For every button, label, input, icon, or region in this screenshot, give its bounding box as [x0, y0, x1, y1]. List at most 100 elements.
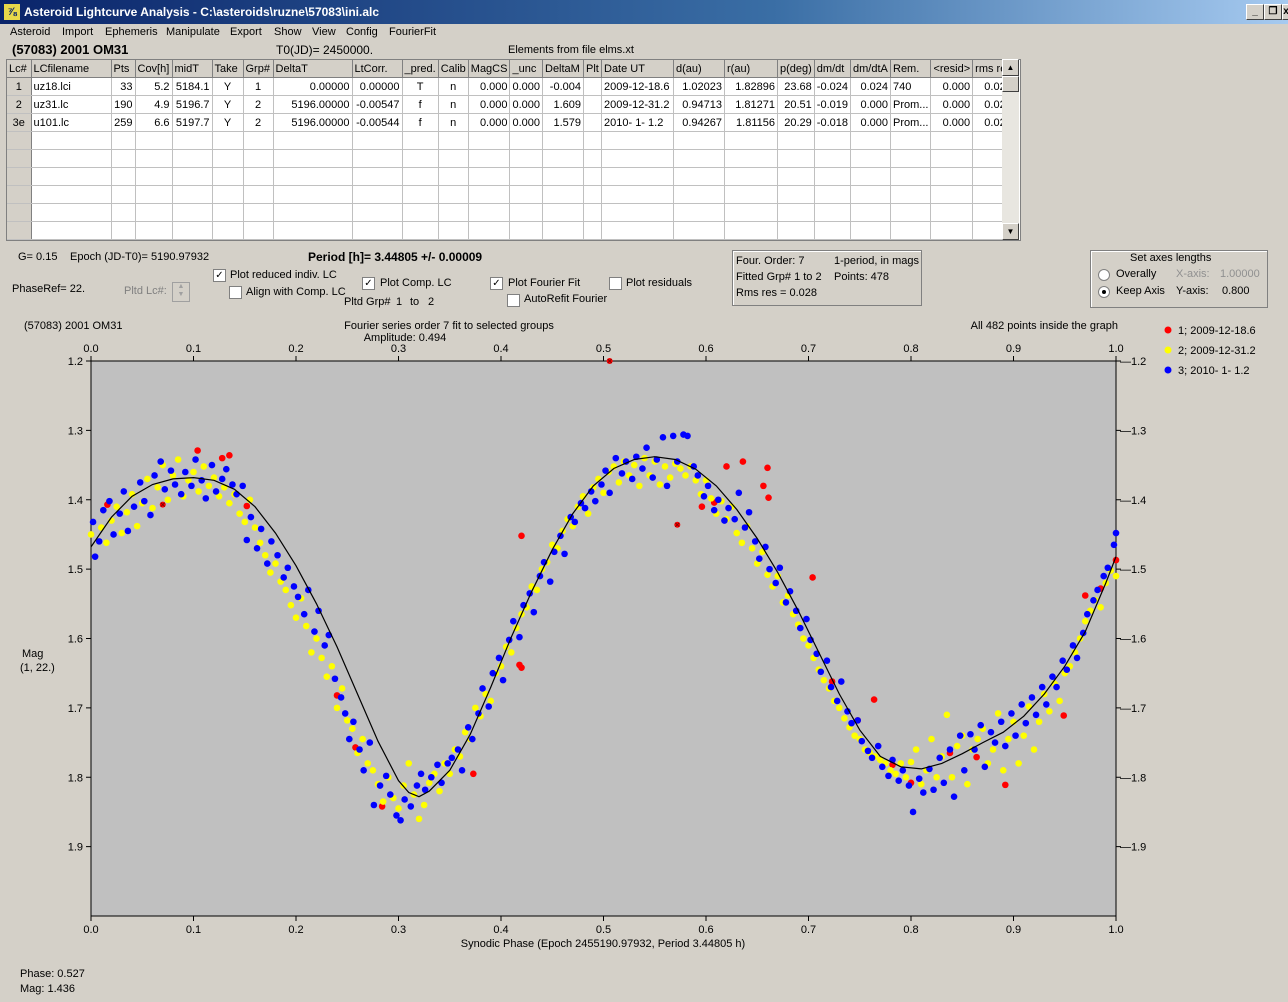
table-cell[interactable]: [777, 221, 815, 240]
table-cell[interactable]: [111, 203, 136, 222]
table-cell[interactable]: [402, 149, 439, 168]
table-cell[interactable]: 0.000: [930, 95, 974, 114]
table-cell[interactable]: [583, 221, 602, 240]
table-cell[interactable]: [583, 131, 602, 150]
table-cell[interactable]: [850, 167, 891, 186]
table-cell[interactable]: [583, 95, 602, 114]
restore-button[interactable]: ❐: [1264, 4, 1282, 20]
table-cell[interactable]: [212, 167, 244, 186]
plot-comp-checkbox[interactable]: ✓: [362, 277, 375, 290]
table-cell[interactable]: [542, 167, 584, 186]
table-cell[interactable]: [111, 221, 136, 240]
table-cell[interactable]: 0.00000: [352, 77, 403, 96]
table-cell[interactable]: [509, 185, 543, 204]
table-cell[interactable]: 0.000: [850, 113, 891, 132]
table-cell[interactable]: [601, 221, 674, 240]
keep-axis-radio[interactable]: [1098, 286, 1110, 298]
table-cell[interactable]: [890, 131, 932, 150]
column-header[interactable]: Pts: [111, 60, 136, 78]
table-cell[interactable]: [273, 131, 353, 150]
column-header[interactable]: dm/dt: [814, 60, 852, 78]
table-cell[interactable]: [352, 167, 403, 186]
row-header[interactable]: 3e: [7, 113, 32, 132]
table-cell[interactable]: 20.51: [777, 95, 815, 114]
table-cell[interactable]: [135, 167, 173, 186]
table-cell[interactable]: [673, 131, 725, 150]
table-cell[interactable]: -0.00544: [352, 113, 403, 132]
column-header[interactable]: p(deg): [777, 60, 815, 78]
table-cell[interactable]: [890, 203, 932, 222]
pltd-lc-spinner[interactable]: ▲ ▼: [172, 282, 190, 302]
table-cell[interactable]: [583, 185, 602, 204]
table-cell[interactable]: 2009-12-31.2: [601, 95, 674, 114]
table-cell[interactable]: 5197.7: [172, 113, 213, 132]
menu-view[interactable]: View: [312, 26, 336, 38]
table-cell[interactable]: -0.018: [814, 113, 852, 132]
column-header[interactable]: Rem.: [890, 60, 932, 78]
table-cell[interactable]: [172, 131, 213, 150]
table-cell[interactable]: [930, 221, 974, 240]
table-cell[interactable]: 20.29: [777, 113, 815, 132]
table-cell[interactable]: [509, 203, 543, 222]
table-cell[interactable]: [273, 203, 353, 222]
column-header[interactable]: LCfilename: [31, 60, 112, 78]
table-cell[interactable]: [509, 167, 543, 186]
table-cell[interactable]: [172, 149, 213, 168]
align-comp-checkbox[interactable]: [229, 286, 242, 299]
table-cell[interactable]: 1.81156: [724, 113, 778, 132]
table-cell[interactable]: T: [402, 77, 439, 96]
table-cell[interactable]: [111, 149, 136, 168]
table-cell[interactable]: [890, 149, 932, 168]
row-header[interactable]: 1: [7, 77, 32, 96]
table-cell[interactable]: Y: [212, 113, 244, 132]
table-cell[interactable]: [930, 149, 974, 168]
table-cell[interactable]: [673, 221, 725, 240]
table-cell[interactable]: [930, 131, 974, 150]
column-header[interactable]: Date UT: [601, 60, 674, 78]
table-cell[interactable]: [243, 131, 274, 150]
plot-fourier-checkbox[interactable]: ✓: [490, 277, 503, 290]
table-cell[interactable]: [468, 149, 511, 168]
table-cell[interactable]: [31, 149, 112, 168]
table-cell[interactable]: [542, 221, 584, 240]
table-cell[interactable]: [172, 167, 213, 186]
table-cell[interactable]: [850, 221, 891, 240]
table-cell[interactable]: [402, 131, 439, 150]
table-cell[interactable]: [352, 185, 403, 204]
table-cell[interactable]: [438, 185, 469, 204]
table-cell[interactable]: 0.000: [509, 113, 543, 132]
table-cell[interactable]: [31, 185, 112, 204]
table-cell[interactable]: 2: [243, 95, 274, 114]
table-cell[interactable]: 190: [111, 95, 136, 114]
table-cell[interactable]: [172, 203, 213, 222]
table-cell[interactable]: [777, 167, 815, 186]
table-cell[interactable]: -0.019: [814, 95, 852, 114]
table-cell[interactable]: [542, 185, 584, 204]
table-cell[interactable]: [777, 203, 815, 222]
chart-svg[interactable]: 0.0 0.0 0.1 0.1 0.2 0.2 0.3 0.3 0.4 0.4 0.5 0.5 0.6 0…: [18, 313, 1286, 959]
table-cell[interactable]: [212, 203, 244, 222]
table-cell[interactable]: [509, 131, 543, 150]
column-header[interactable]: midT: [172, 60, 213, 78]
menu-config[interactable]: Config: [346, 26, 378, 38]
table-cell[interactable]: f: [402, 95, 439, 114]
table-cell[interactable]: [111, 167, 136, 186]
x-axis-value[interactable]: 1.00000: [1220, 268, 1260, 280]
table-cell[interactable]: 0.000: [509, 77, 543, 96]
table-cell[interactable]: -0.00547: [352, 95, 403, 114]
table-cell[interactable]: 1.579: [542, 113, 584, 132]
table-row-empty[interactable]: [7, 185, 1015, 204]
table-cell[interactable]: [273, 167, 353, 186]
table-cell[interactable]: [890, 167, 932, 186]
grid-vertical-scrollbar[interactable]: ▲ ▼: [1002, 59, 1019, 240]
table-cell[interactable]: [352, 131, 403, 150]
table-cell[interactable]: [402, 167, 439, 186]
row-header[interactable]: [7, 149, 32, 168]
table-cell[interactable]: f: [402, 113, 439, 132]
table-cell[interactable]: [583, 203, 602, 222]
table-cell[interactable]: [509, 149, 543, 168]
table-cell[interactable]: Y: [212, 77, 244, 96]
menu-export[interactable]: Export: [230, 26, 262, 38]
table-cell[interactable]: uz31.lc: [31, 95, 112, 114]
